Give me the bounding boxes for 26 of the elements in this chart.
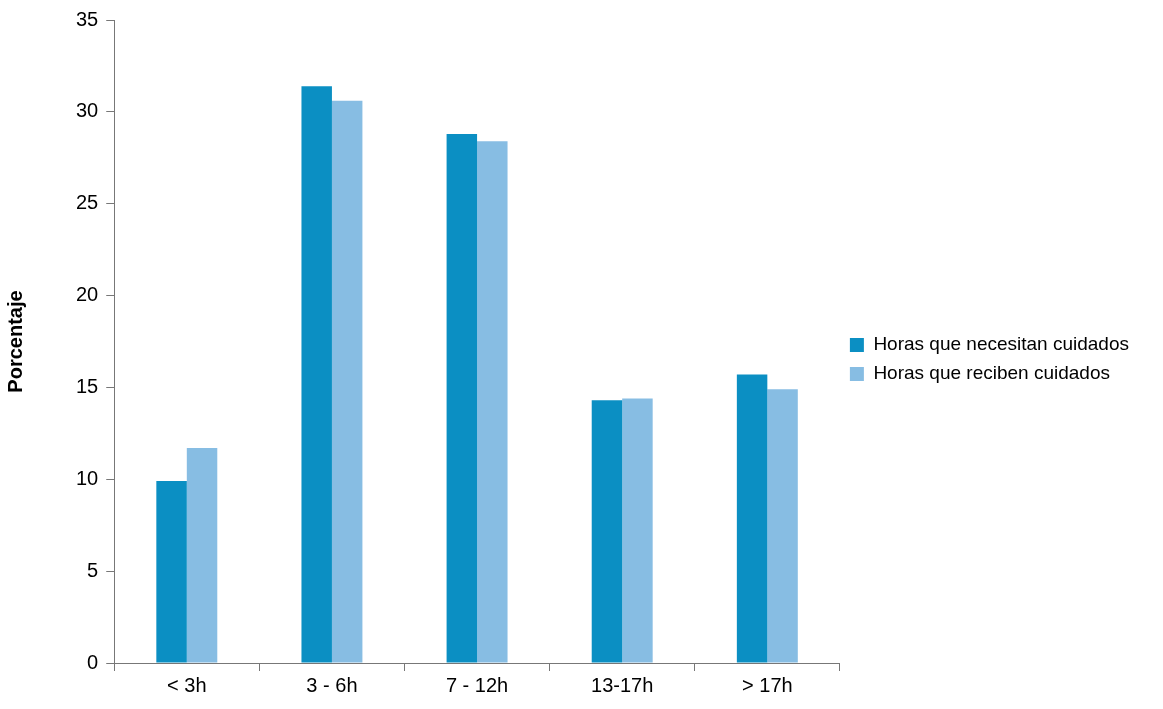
x-tick-label: > 17h	[742, 673, 793, 696]
bar	[591, 400, 623, 663]
x-tick-label: 13-17h	[591, 673, 654, 696]
y-tick-label: 5	[87, 558, 99, 581]
bar	[477, 141, 508, 663]
bar	[736, 374, 768, 663]
y-tick-label: 20	[76, 283, 99, 306]
legend-label: Horas que necesitan cuidados	[873, 333, 1129, 355]
bar	[331, 100, 363, 663]
bar	[622, 398, 653, 663]
y-tick-label: 10	[76, 466, 99, 489]
y-axis-title: Porcentaje	[3, 290, 26, 393]
bar	[156, 481, 187, 663]
legend-label: Horas que reciben cuidados	[873, 362, 1110, 384]
y-tick-label: 0	[87, 650, 99, 673]
x-tick-label: 7 - 12h	[445, 673, 509, 696]
x-tick-label: < 3h	[167, 673, 207, 696]
bar	[301, 86, 332, 663]
y-tick-label: 15	[76, 374, 99, 397]
x-tick-label: 3 - 6h	[306, 673, 358, 696]
bar	[767, 389, 798, 663]
bar	[446, 133, 478, 663]
bar	[186, 448, 218, 663]
y-tick-label: 25	[76, 191, 99, 214]
y-tick-label: 30	[76, 99, 99, 122]
y-tick-label: 35	[76, 7, 99, 30]
